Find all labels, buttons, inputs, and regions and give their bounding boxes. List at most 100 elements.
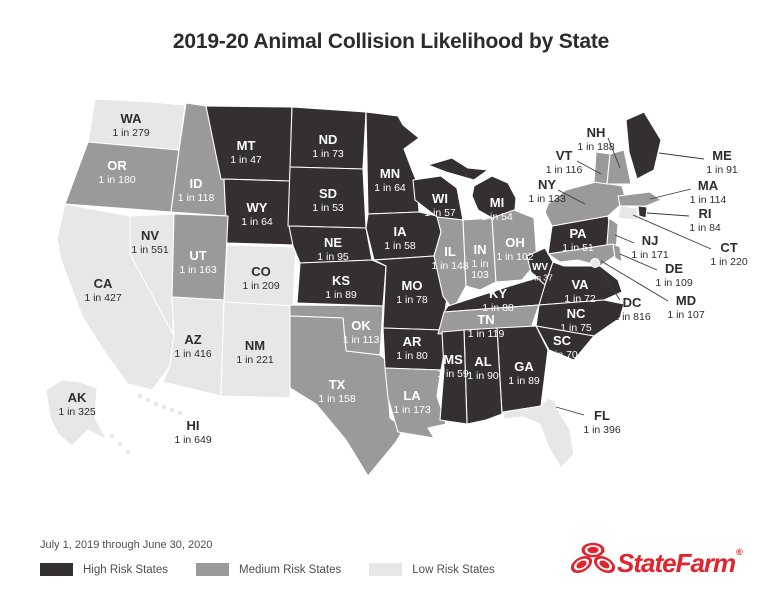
svg-text:IL: IL — [444, 244, 456, 259]
state-label-MI: MI1 in 54 — [481, 195, 513, 223]
svg-text:RI: RI — [699, 206, 712, 221]
state-CT — [617, 205, 639, 221]
leader-line-DC — [597, 266, 621, 301]
state-label-CA: CA1 in 427 — [84, 276, 122, 304]
svg-text:UT: UT — [189, 248, 206, 263]
svg-text:AK: AK — [68, 390, 87, 405]
svg-text:1 in 73: 1 in 73 — [312, 148, 344, 160]
svg-text:ND: ND — [319, 132, 338, 147]
svg-text:LA: LA — [403, 388, 421, 403]
state-ME — [625, 111, 662, 180]
leader-line-RI — [646, 212, 690, 217]
state-IN — [462, 217, 497, 291]
svg-text:AL: AL — [474, 354, 491, 369]
state-NH — [606, 149, 632, 185]
leader-line-MA — [649, 188, 692, 200]
footer: July 1, 2019 through June 30, 2020 High … — [40, 539, 523, 576]
state-label-GA: GA1 in 89 — [508, 359, 540, 387]
svg-text:1 in 163: 1 in 163 — [179, 264, 217, 276]
leader-line-DE — [619, 253, 658, 271]
state-AZ — [162, 296, 225, 397]
state-label-ME: ME1 in 91 — [706, 148, 738, 176]
state-label-LA: LA1 in 173 — [393, 388, 431, 416]
state-label-VA: VA1 in 72 — [564, 277, 596, 305]
state-label-OK: OK1 in 113 — [343, 318, 380, 346]
svg-text:1 in 109: 1 in 109 — [655, 277, 693, 289]
svg-text:1 in 80: 1 in 80 — [396, 350, 428, 362]
state-label-RI: RI1 in 84 — [689, 206, 721, 234]
state-MA — [617, 191, 662, 207]
svg-text:MN: MN — [380, 166, 400, 181]
svg-text:1 in 53: 1 in 53 — [312, 202, 344, 214]
svg-text:1 in 90: 1 in 90 — [467, 370, 499, 382]
leader-line-FL — [555, 406, 585, 416]
state-label-AK: AK1 in 325 — [58, 390, 96, 418]
state-label-DE: DE1 in 109 — [655, 261, 693, 289]
state-HI-island — [145, 397, 151, 403]
state-label-AR: AR1 in 80 — [396, 334, 428, 362]
svg-text:1 in 51: 1 in 51 — [562, 242, 594, 254]
state-label-TN: TN1 in 119 — [468, 312, 505, 340]
state-AK-island — [117, 441, 123, 447]
page-title: 2019-20 Animal Collision Likelihood by S… — [172, 30, 610, 53]
statefarm-logo: StateFarm ® — [570, 542, 743, 578]
svg-text:FL: FL — [594, 408, 610, 423]
state-label-NC: NC1 in 75 — [560, 306, 592, 334]
svg-text:1 in 89: 1 in 89 — [508, 375, 540, 387]
svg-text:DE: DE — [665, 261, 683, 276]
svg-text:1 in 173: 1 in 173 — [393, 404, 431, 416]
svg-text:1 in 75: 1 in 75 — [560, 322, 592, 334]
svg-text:NH: NH — [587, 125, 606, 140]
state-label-PA: PA1 in 51 — [562, 226, 594, 254]
svg-text:1 in 188: 1 in 188 — [577, 141, 615, 153]
state-label-NJ: NJ1 in 171 — [631, 233, 669, 261]
legend-swatch-high-icon — [40, 563, 73, 576]
state-SC — [535, 325, 595, 361]
svg-text:NJ: NJ — [642, 233, 659, 248]
svg-text:1 in 37: 1 in 37 — [527, 273, 553, 283]
svg-text:CA: CA — [94, 276, 113, 291]
state-label-SC: SC1 in 70 — [546, 333, 578, 361]
svg-text:1 in 427: 1 in 427 — [84, 292, 122, 304]
svg-text:HI: HI — [187, 418, 200, 433]
state-AK-island — [109, 433, 115, 439]
legend-label-low: Low Risk States — [412, 563, 495, 576]
state-FL — [502, 397, 575, 469]
state-label-UT: UT1 in 163 — [179, 248, 217, 276]
legend-item-medium: Medium Risk States — [196, 563, 341, 576]
svg-text:1 in 221: 1 in 221 — [236, 354, 274, 366]
legend-label-medium: Medium Risk States — [239, 563, 342, 576]
svg-text:1 in 158: 1 in 158 — [318, 393, 356, 405]
svg-text:CO: CO — [251, 264, 271, 279]
state-MN — [365, 111, 420, 215]
svg-text:VT: VT — [556, 148, 573, 163]
svg-text:1 in 58: 1 in 58 — [384, 240, 416, 252]
state-HI-island — [153, 401, 159, 407]
svg-text:1 in: 1 in — [472, 258, 489, 270]
svg-text:AR: AR — [403, 334, 422, 349]
svg-text:1 in 396: 1 in 396 — [583, 424, 621, 436]
svg-text:1 in 88: 1 in 88 — [482, 302, 514, 314]
state-RI — [637, 205, 648, 219]
svg-text:CT: CT — [720, 240, 737, 255]
state-label-ND: ND1 in 73 — [312, 132, 344, 160]
state-HI-island — [161, 404, 167, 410]
svg-text:PA: PA — [569, 226, 587, 241]
state-label-WY: WY1 in 64 — [241, 200, 273, 228]
svg-text:MI: MI — [490, 195, 504, 210]
svg-text:NY: NY — [538, 177, 556, 192]
svg-text:MO: MO — [402, 278, 423, 293]
state-HI-island — [137, 393, 143, 399]
svg-text:1 in 70: 1 in 70 — [546, 349, 578, 361]
svg-text:1 in 148: 1 in 148 — [431, 260, 469, 272]
state-label-VT: VT1 in 116 — [546, 148, 583, 176]
legend-item-high: High Risk States — [40, 563, 168, 576]
svg-text:1 in 113: 1 in 113 — [343, 334, 380, 346]
svg-text:SD: SD — [319, 186, 337, 201]
state-label-KY: KY1 in 88 — [482, 286, 514, 314]
state-label-CO: CO1 in 209 — [242, 264, 280, 292]
state-label-MN: MN1 in 64 — [374, 166, 406, 194]
state-label-OR: OR1 in 180 — [98, 158, 136, 186]
svg-text:VA: VA — [571, 277, 589, 292]
svg-text:1 in 84: 1 in 84 — [689, 222, 721, 234]
